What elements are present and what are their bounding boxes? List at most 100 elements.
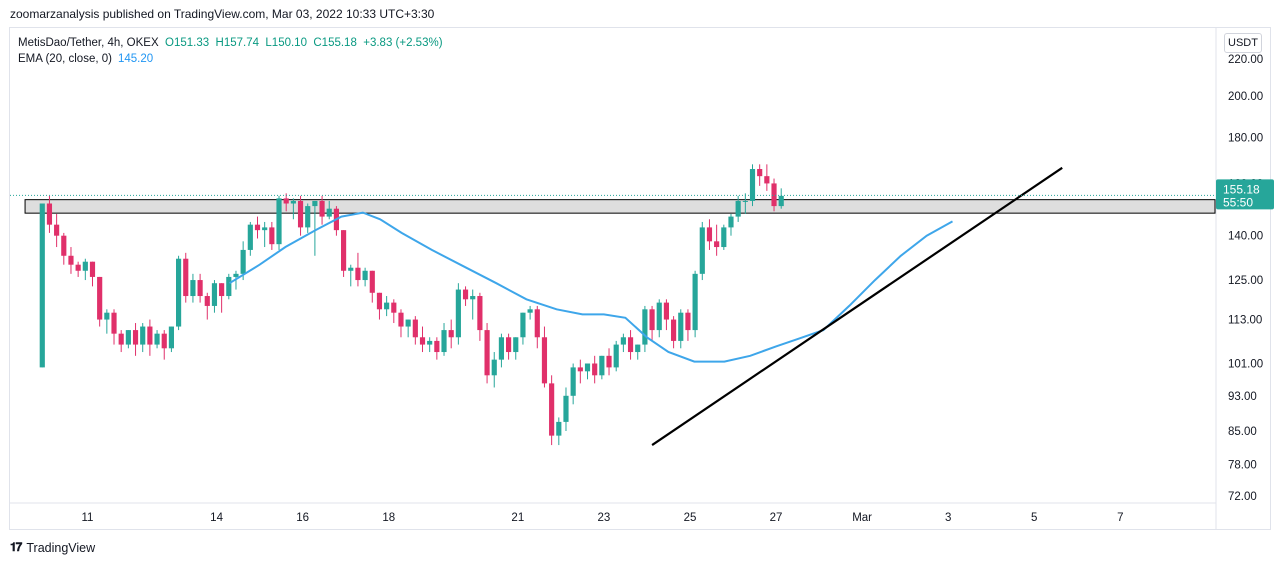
price-tick-label: 180.00 (1228, 132, 1263, 144)
candle-body (527, 309, 533, 313)
candle-body (326, 208, 332, 217)
footer: 𝟏𝟕 TradingView (10, 540, 95, 555)
candle-body (376, 292, 383, 310)
candle-body (577, 367, 583, 372)
candle-body (656, 302, 662, 331)
candle-body (75, 264, 81, 271)
candle-body (118, 333, 124, 345)
time-tick-label: 16 (296, 512, 309, 524)
candle-body (484, 330, 490, 376)
candle-body (305, 206, 311, 228)
candle-body (455, 289, 461, 338)
candle-body (61, 235, 67, 256)
candle-body (219, 283, 225, 297)
resistance-zone (24, 199, 1216, 214)
candle-body (68, 255, 74, 265)
candle-body (54, 224, 60, 236)
candle-body (606, 355, 612, 368)
price-tick-label: 125.00 (1228, 275, 1263, 287)
candle-body (706, 227, 713, 242)
time-tick-label: 14 (210, 512, 223, 524)
candle-body (462, 289, 469, 300)
candle-body (362, 270, 368, 281)
publisher-header: zoomarzanalysis published on TradingView… (0, 0, 1280, 28)
candle-body (419, 337, 426, 345)
candle-body (104, 312, 110, 320)
time-tick-label: Mar (852, 512, 872, 524)
candle-body (520, 312, 526, 338)
candle-body (262, 227, 268, 231)
candle-body (276, 198, 282, 245)
candle-body (197, 280, 203, 297)
trendline-layer (651, 166, 1063, 446)
candle-body (570, 367, 576, 396)
time-tick-label: 23 (597, 512, 610, 524)
candle-body (140, 326, 146, 345)
last-price-value: 155.18 (1223, 182, 1260, 196)
candle-body (728, 216, 734, 228)
time-tick-label: 21 (511, 512, 524, 524)
legend-ema-row: EMA (20, close, 0) 145.20 (18, 51, 443, 67)
candle-body (154, 333, 160, 345)
candle-body (584, 363, 591, 372)
candle-body (391, 302, 397, 313)
candle-body (556, 421, 562, 436)
time-tick-label: 11 (81, 512, 93, 524)
candle-body (613, 344, 619, 368)
candle-body (233, 273, 239, 277)
candle-body (699, 227, 705, 274)
time-tick-label: 25 (684, 512, 697, 524)
candles-layer (39, 164, 784, 446)
legend-ema-value: 145.20 (117, 53, 154, 65)
candle-body (46, 203, 53, 225)
candle-body (254, 224, 261, 231)
candle-body (592, 363, 598, 376)
candle-body (111, 312, 117, 334)
candle-body (742, 200, 748, 202)
candle-body (506, 337, 512, 353)
candle-body (132, 330, 139, 345)
ema-layer (228, 211, 953, 363)
legend-symbol: MetisDao/Tether, 4h, OKEX (18, 37, 159, 49)
chart-frame[interactable] (9, 27, 1271, 530)
candle-body (168, 326, 174, 349)
candle-body (757, 169, 763, 177)
publisher-line: zoomarzanalysis published on TradingView… (10, 7, 435, 21)
candle-body (97, 276, 103, 320)
time-tick-label: 18 (382, 512, 395, 524)
candle-body (125, 330, 131, 345)
candle-body (685, 312, 691, 331)
candle-body (778, 195, 784, 207)
candle-body (721, 227, 727, 248)
candle-body (477, 296, 483, 331)
price-axis: 220.00200.00180.00160.00140.00125.00113.… (1228, 54, 1263, 503)
candle-body (649, 309, 655, 331)
candle-body (627, 337, 634, 353)
candle-body (534, 309, 540, 338)
candle-body (247, 224, 253, 250)
candle-body (448, 330, 454, 338)
candle-body (714, 241, 720, 248)
grid-layer (10, 28, 1217, 529)
price-tick-label: 140.00 (1228, 231, 1263, 243)
candle-body (599, 355, 605, 376)
candle-body (663, 302, 670, 320)
legend-close: C155.18 (313, 37, 357, 49)
candle-body (341, 230, 347, 271)
candle-body (161, 333, 167, 349)
candle-body (283, 198, 289, 204)
candle-body (226, 276, 232, 297)
price-tick-label: 101.00 (1228, 358, 1263, 370)
candle-body (89, 261, 96, 277)
footer-brand: TradingView (26, 540, 96, 555)
candle-body (348, 267, 354, 271)
last-price-badge (1216, 179, 1274, 210)
currency-unit-button[interactable]: USDT (1224, 33, 1262, 53)
price-tick-label: 85.00 (1228, 426, 1257, 438)
candle-body (211, 283, 218, 306)
legend-open: O151.33 (165, 37, 210, 49)
candle-body (269, 227, 275, 245)
candle-body (771, 183, 777, 207)
